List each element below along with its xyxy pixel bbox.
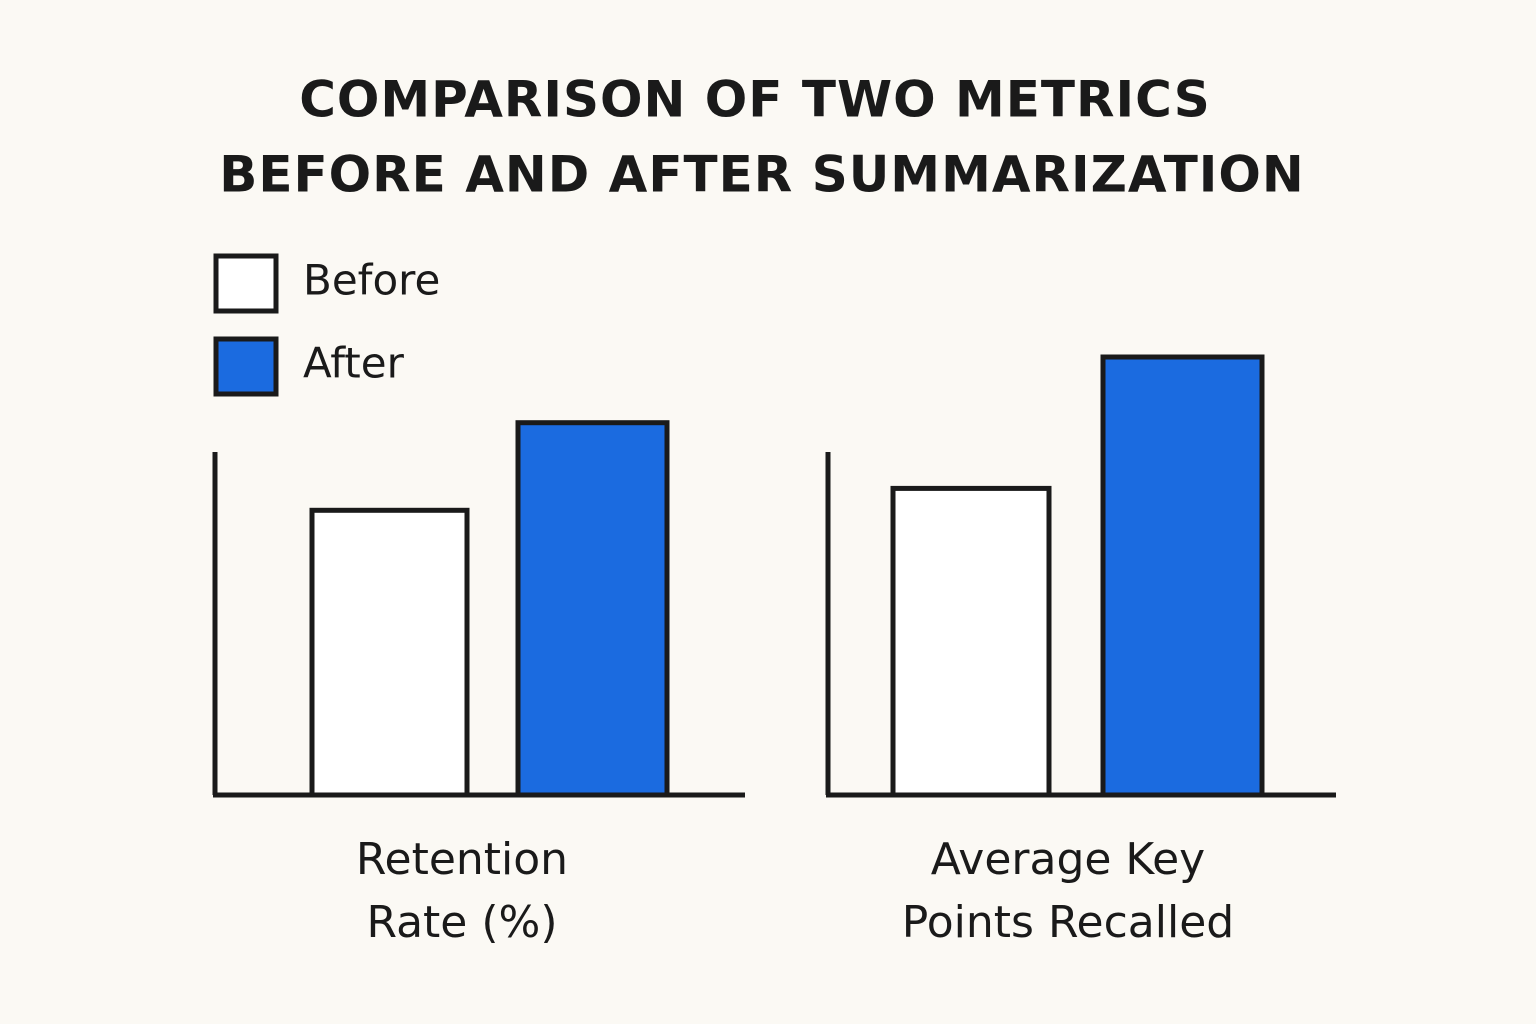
bar	[309, 507, 470, 798]
bar	[1100, 354, 1265, 798]
x-axis-label: Average Key	[931, 834, 1205, 885]
legend-swatch	[213, 336, 279, 397]
legend-label: Before	[303, 256, 440, 305]
bar	[890, 485, 1052, 798]
x-axis-label: Retention	[356, 834, 568, 885]
legend-swatch	[213, 253, 279, 314]
legend-label: After	[303, 339, 405, 388]
bar	[515, 420, 670, 798]
x-axis-label: Rate (%)	[366, 897, 557, 948]
chart-title: BEFORE AND AFTER SUMMARIZATION	[219, 146, 1305, 204]
chart-title: COMPARISON OF TWO METRICS	[299, 71, 1211, 129]
x-axis-label: Points Recalled	[902, 897, 1234, 948]
